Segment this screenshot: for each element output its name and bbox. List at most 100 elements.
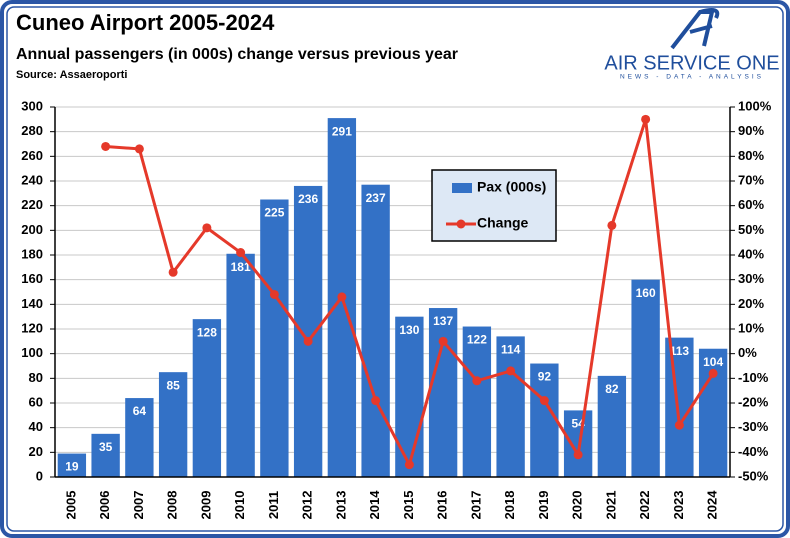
- point: [337, 292, 347, 302]
- point: [472, 376, 482, 386]
- point: [641, 114, 651, 124]
- point: [168, 267, 178, 277]
- logo-tagline: NEWS - DATA - ANALYSIS: [620, 74, 764, 81]
- y-tick-label: 80: [29, 370, 43, 385]
- y2-tick-label: 100%: [738, 98, 772, 113]
- bar: [125, 398, 154, 477]
- x-tick-label: 2021: [603, 491, 618, 520]
- legend-label: Pax (000s): [477, 179, 546, 195]
- data-label: 122: [467, 333, 487, 347]
- data-label: 237: [366, 191, 386, 205]
- data-label: 225: [264, 206, 284, 220]
- bar: [91, 433, 120, 477]
- y-tick-label: 160: [21, 271, 43, 286]
- y-tick-label: 40: [29, 419, 43, 434]
- data-label: 82: [605, 382, 619, 396]
- y2-tick-label: 20%: [738, 296, 764, 311]
- y-tick-label: 20: [29, 444, 43, 459]
- bar: [293, 185, 323, 477]
- y-tick-label: 120: [21, 320, 43, 335]
- point: [236, 248, 246, 258]
- y-tick-label: 200: [21, 222, 43, 237]
- point: [573, 450, 583, 460]
- y2-tick-label: 60%: [738, 197, 764, 212]
- chart-subtitle: Annual passengers (in 000s) change versu…: [16, 46, 458, 63]
- data-label: 137: [433, 314, 453, 328]
- point: [404, 460, 414, 470]
- chart-title: Cuneo Airport 2005-2024: [16, 10, 275, 35]
- y-tick-label: 0: [36, 468, 43, 483]
- y2-tick-label: 10%: [738, 320, 764, 335]
- point: [303, 336, 313, 346]
- point: [371, 396, 381, 406]
- bar: [260, 199, 289, 477]
- x-tick-label: 2024: [705, 490, 720, 520]
- x-tick-label: 2016: [435, 491, 450, 520]
- point: [539, 396, 549, 406]
- y2-tick-label: 30%: [738, 271, 764, 286]
- y-tick-label: 260: [21, 148, 43, 163]
- data-label: 130: [399, 323, 419, 337]
- y2-tick-label: 50%: [738, 222, 764, 237]
- x-tick-label: 2012: [300, 491, 315, 520]
- point: [708, 368, 718, 378]
- y2-tick-label: -30%: [738, 419, 769, 434]
- x-tick-label: 2017: [468, 491, 483, 520]
- y2-tick-label: -40%: [738, 444, 769, 459]
- y-tick-label: 240: [21, 172, 43, 187]
- data-label: 128: [197, 325, 217, 339]
- bar: [428, 308, 458, 477]
- x-tick-label: 2013: [333, 491, 348, 520]
- point: [134, 144, 144, 154]
- x-tick-label: 2018: [502, 491, 517, 520]
- bar: [57, 453, 87, 477]
- data-label: 35: [99, 440, 113, 454]
- y-tick-label: 300: [21, 98, 43, 113]
- point: [269, 289, 279, 299]
- point: [202, 223, 212, 233]
- x-tick-label: 2009: [198, 491, 213, 520]
- data-label: 291: [332, 124, 352, 138]
- data-label: 114: [501, 343, 521, 357]
- bar: [192, 319, 222, 477]
- chart-source: Source: Assaeroporti: [16, 69, 127, 81]
- y2-tick-label: 80%: [738, 148, 764, 163]
- y-tick-label: 280: [21, 123, 43, 138]
- x-tick-label: 2015: [401, 491, 416, 520]
- point: [101, 141, 111, 151]
- frame-inner: [6, 6, 784, 532]
- y-tick-label: 60: [29, 394, 43, 409]
- x-tick-label: 2007: [131, 491, 146, 520]
- y2-tick-label: 0%: [738, 345, 757, 360]
- data-label: 113: [670, 344, 690, 358]
- bar: [665, 337, 694, 477]
- bar: [226, 253, 255, 477]
- x-tick-label: 2023: [671, 491, 686, 520]
- data-label: 104: [703, 355, 723, 369]
- legend-swatch: [452, 183, 472, 193]
- y-tick-label: 140: [21, 296, 43, 311]
- legend: Pax (000s) Change: [431, 169, 557, 242]
- bar: [631, 279, 660, 477]
- x-tick-label: 2022: [637, 491, 652, 520]
- point: [674, 420, 684, 430]
- y2-tick-label: -50%: [738, 468, 769, 483]
- y2-tick-label: 40%: [738, 246, 764, 261]
- y2-tick-label: 90%: [738, 123, 764, 138]
- y2-tick-label: 70%: [738, 172, 764, 187]
- bar: [563, 410, 593, 477]
- bar: [361, 184, 390, 477]
- y-tick-label: 100: [21, 345, 43, 360]
- data-label: 19: [65, 460, 79, 474]
- data-label: 85: [166, 378, 180, 392]
- legend-swatch-point: [456, 219, 466, 229]
- bar: [496, 336, 525, 477]
- data-label: 160: [636, 286, 656, 300]
- bar: [597, 375, 627, 477]
- x-tick-label: 2006: [97, 491, 112, 520]
- x-tick-label: 2020: [570, 491, 585, 520]
- x-tick-label: 2005: [63, 491, 78, 520]
- bar: [395, 316, 424, 477]
- logo-mark: [670, 8, 720, 50]
